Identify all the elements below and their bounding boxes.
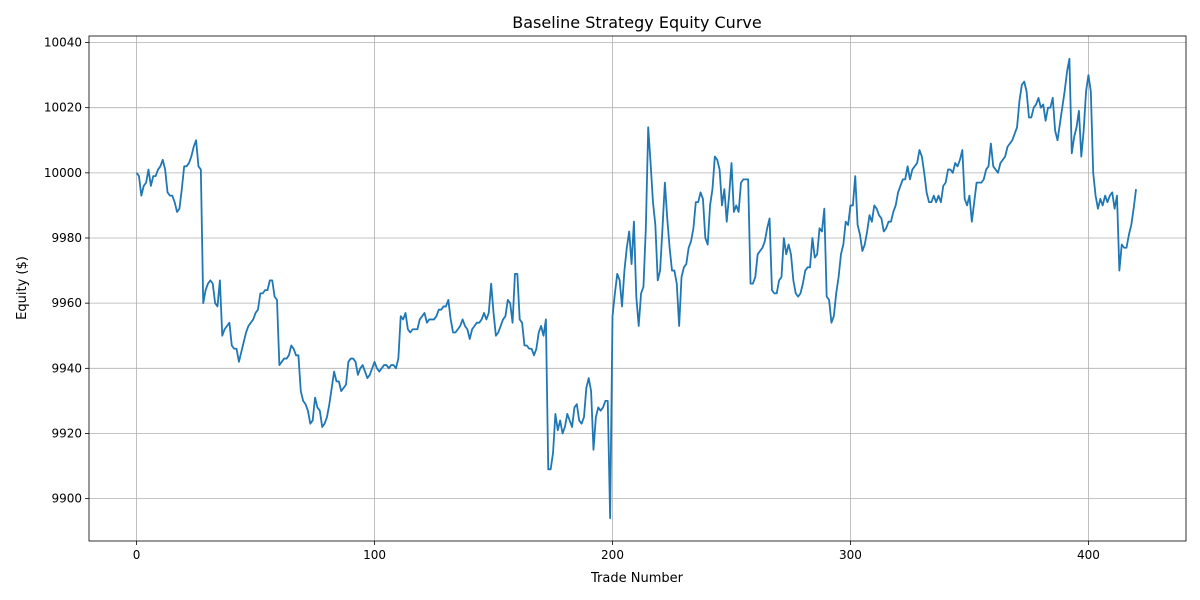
- y-tick-label: 9980: [51, 231, 82, 245]
- x-tick-label: 400: [1077, 548, 1100, 562]
- x-tick-label: 100: [363, 548, 386, 562]
- x-tick-label: 200: [601, 548, 624, 562]
- plot-frame: [88, 35, 1187, 542]
- y-tick-label: 10040: [44, 36, 82, 50]
- y-tick-label: 10000: [44, 166, 82, 180]
- x-axis-title: Trade Number: [590, 571, 684, 586]
- y-tick-label: 9920: [51, 426, 82, 440]
- y-tick-label: 9960: [51, 296, 82, 310]
- x-tick-label: 0: [133, 548, 141, 562]
- x-tick-label: 300: [839, 548, 862, 562]
- series-layer: [135, 57, 1137, 520]
- y-axis-title: Equity ($): [15, 256, 30, 320]
- chart-title: Baseline Strategy Equity Curve: [512, 13, 761, 32]
- y-tick-label: 9940: [51, 361, 82, 375]
- x-axis-ticks: 0 100 200 300 400: [133, 541, 1100, 562]
- equity-series-line: [135, 57, 1137, 520]
- y-tick-label: 9900: [51, 492, 82, 506]
- y-axis-ticks: 9900 9920 9940 9960 9980 10000 10020 10040: [44, 36, 89, 506]
- y-tick-label: 10020: [44, 101, 82, 115]
